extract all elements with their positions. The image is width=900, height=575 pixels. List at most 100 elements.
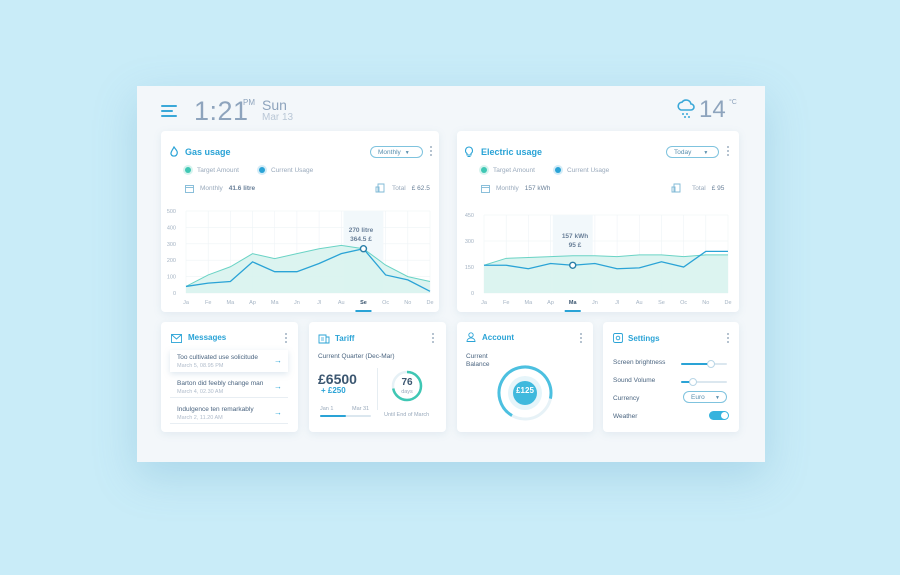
target-line bbox=[483, 254, 728, 266]
x-tick-label: Ja bbox=[481, 300, 488, 306]
tariff-more-icon[interactable] bbox=[432, 333, 435, 344]
days-value: 76 bbox=[401, 377, 413, 388]
gas-usage-title: Gas usage bbox=[185, 147, 231, 157]
weather-label: Weather bbox=[613, 413, 638, 420]
brightness-slider[interactable] bbox=[681, 360, 727, 368]
messages-card: Messages Too cultivated use solicitude M… bbox=[161, 322, 298, 432]
gas-total: Total £ 62.5 bbox=[392, 185, 430, 192]
electric-period-value: Today bbox=[674, 148, 692, 156]
active-month-indicator bbox=[564, 310, 581, 312]
x-tick-label: Ma bbox=[227, 300, 236, 306]
target-dot-icon bbox=[481, 167, 487, 174]
top-bar: 1:21 PM Sun Mar 13 14 °C bbox=[137, 86, 765, 130]
chevron-down-icon: ▼ bbox=[703, 149, 709, 156]
x-tick-label: Ap bbox=[547, 300, 554, 306]
x-tick-label: No bbox=[702, 300, 709, 306]
electric-usage-chart: 450 300 150 0 Ja Fe Ma Ap Ma Jn Jl Au Se Oc No De bbox=[465, 213, 732, 312]
electric-legend-target: Target Amount bbox=[481, 167, 535, 174]
tariff-start: Jan 1 bbox=[320, 406, 334, 412]
arrow-right-icon: → bbox=[274, 408, 282, 417]
active-month-indicator bbox=[355, 310, 372, 312]
electric-total: Total £ 95 bbox=[692, 185, 725, 192]
x-tick-label: Se bbox=[360, 300, 367, 306]
electric-monthly: Monthly 157 kWh bbox=[496, 185, 551, 192]
brightness-label: Screen brightness bbox=[613, 359, 666, 366]
gas-legend-current: Current Usage bbox=[259, 167, 313, 174]
x-tick-label: Oc bbox=[680, 300, 687, 306]
message-item[interactable]: Barton did feebly change man March 4, 02… bbox=[170, 376, 288, 398]
settings-more-icon[interactable] bbox=[727, 333, 730, 344]
x-tick-label: Fe bbox=[503, 300, 509, 306]
y-tick-label: 300 bbox=[465, 239, 474, 245]
volume-slider[interactable] bbox=[681, 378, 727, 386]
account-more-icon[interactable] bbox=[580, 333, 583, 344]
tariff-end: Mar 31 bbox=[352, 406, 370, 412]
x-tick-label: Au bbox=[636, 300, 643, 306]
slider-handle[interactable] bbox=[706, 360, 715, 368]
gas-period-value: Monthly bbox=[378, 148, 401, 156]
gas-period-select[interactable]: Monthly ▼ bbox=[370, 146, 423, 158]
arrow-right-icon: → bbox=[274, 356, 282, 365]
target-dot-icon bbox=[185, 167, 191, 174]
weather-toggle[interactable] bbox=[709, 411, 729, 420]
tariff-period: Current Quarter (Dec-Mar) bbox=[318, 353, 395, 360]
arrow-right-icon: → bbox=[274, 382, 282, 391]
message-item[interactable]: Indulgence ten remarkably March 2, 11.20… bbox=[170, 402, 288, 424]
gas-usage-card: Gas usage Monthly ▼ Target Amount Current… bbox=[161, 131, 439, 312]
x-tick-label: Ma bbox=[569, 300, 578, 306]
clock-ampm: PM bbox=[243, 98, 255, 107]
x-tick-label: Ma bbox=[525, 300, 534, 306]
day-of-week: Sun bbox=[262, 97, 287, 113]
settings-title: Settings bbox=[628, 334, 660, 343]
volume-label: Sound Volume bbox=[613, 377, 656, 384]
y-tick-label: 400 bbox=[167, 225, 176, 231]
messages-title: Messages bbox=[188, 333, 227, 342]
calendar-icon bbox=[481, 185, 490, 193]
messages-more-icon[interactable] bbox=[285, 333, 288, 344]
days-ring bbox=[391, 370, 423, 402]
account-card: Account Current Balance £125 bbox=[457, 322, 593, 432]
electric-legend-current: Current Usage bbox=[555, 167, 609, 174]
days-label: days bbox=[401, 389, 413, 395]
settings-icon bbox=[613, 333, 623, 343]
calendar-icon bbox=[185, 185, 194, 193]
electric-period-select[interactable]: Today ▼ bbox=[666, 146, 719, 158]
gas-monthly: Monthly 41.6 litre bbox=[200, 185, 256, 192]
y-tick-label: 100 bbox=[167, 275, 176, 281]
chevron-down-icon: ▼ bbox=[404, 149, 410, 156]
data-point-marker[interactable] bbox=[569, 261, 577, 269]
current-dot-icon bbox=[259, 167, 265, 174]
receipt-icon bbox=[671, 183, 681, 193]
tariff-divider bbox=[377, 368, 378, 410]
tariff-until: Until End of March bbox=[384, 412, 430, 418]
x-tick-label: De bbox=[724, 300, 731, 306]
x-tick-label: Oc bbox=[382, 300, 389, 306]
y-tick-label: 0 bbox=[173, 291, 176, 297]
x-tick-label: Jl bbox=[615, 300, 619, 306]
balance-value: £125 bbox=[516, 386, 534, 395]
settings-card: Settings Screen brightness Sound Volume … bbox=[603, 322, 739, 432]
electric-more-icon[interactable] bbox=[727, 146, 730, 157]
temperature-unit: °C bbox=[729, 99, 737, 106]
menu-icon[interactable] bbox=[161, 105, 177, 117]
y-tick-label: 450 bbox=[465, 213, 474, 219]
gas-tooltip: 270 litre 364.5 £ bbox=[348, 227, 374, 243]
gas-usage-chart: 500 400 300 200 100 0 Ja Fe Ma Ap Ma Jn Jl Au Se Oc No De bbox=[167, 209, 434, 312]
current-line bbox=[484, 250, 728, 270]
gas-more-icon[interactable] bbox=[430, 146, 433, 157]
slider-handle[interactable] bbox=[688, 378, 697, 386]
x-tick-label: Au bbox=[338, 300, 345, 306]
envelope-icon bbox=[171, 334, 182, 343]
tariff-progress-bar bbox=[320, 415, 371, 417]
flame-icon bbox=[170, 146, 178, 157]
x-tick-label: Se bbox=[658, 300, 665, 306]
balance-ring bbox=[497, 365, 553, 421]
message-item[interactable]: Too cultivated use solicitude March 5, 0… bbox=[170, 350, 288, 372]
target-area bbox=[484, 254, 728, 293]
data-point-marker[interactable] bbox=[359, 245, 368, 253]
tariff-icon bbox=[318, 334, 330, 344]
x-tick-label: Jl bbox=[317, 300, 321, 306]
dashboard-frame: 1:21 PM Sun Mar 13 14 °C Gas usage Month… bbox=[137, 86, 765, 462]
currency-select[interactable]: Euro ▼ bbox=[683, 391, 727, 403]
x-tick-label: Ma bbox=[271, 300, 280, 306]
